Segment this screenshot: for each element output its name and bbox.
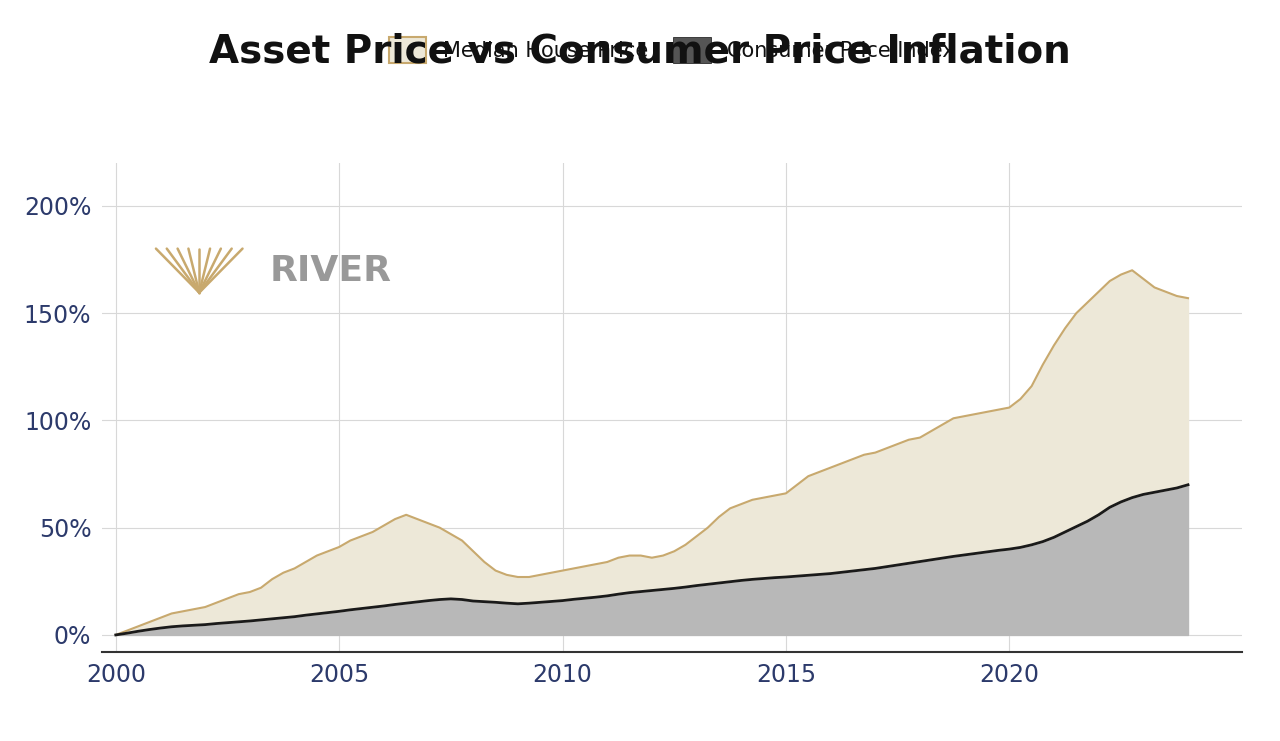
Text: Asset Price vs Consumer Price Inflation: Asset Price vs Consumer Price Inflation	[209, 33, 1071, 71]
Text: RIVER: RIVER	[270, 253, 392, 288]
Legend: Median House Price, Consumer Price Index: Median House Price, Consumer Price Index	[379, 27, 965, 73]
